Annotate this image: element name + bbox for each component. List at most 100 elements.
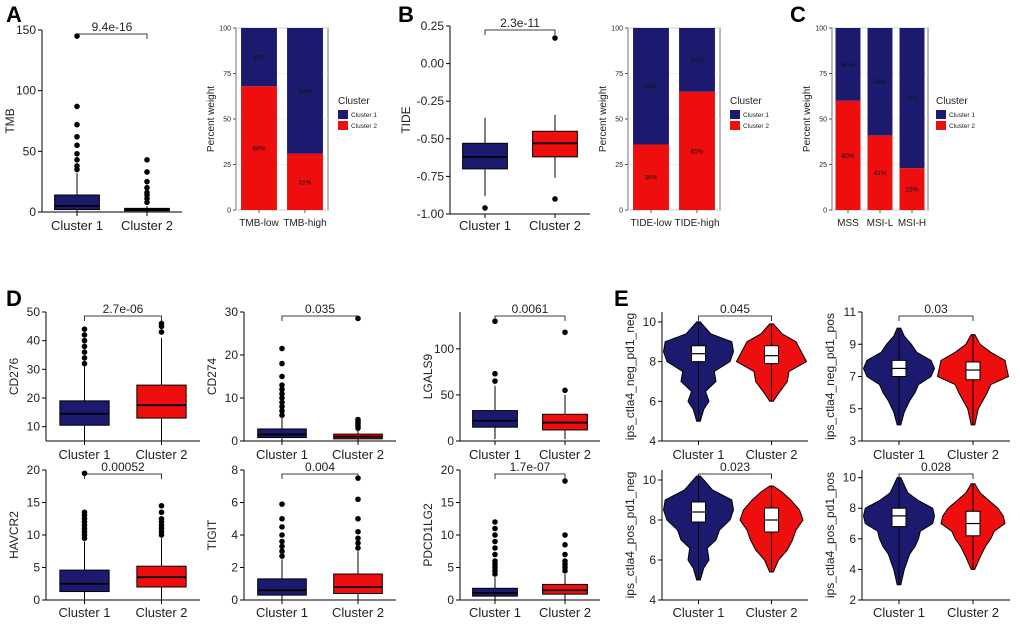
B_stack-data-label-cluster1: 35% xyxy=(690,57,703,64)
A_stack-ylabel: Percent weight xyxy=(206,86,217,152)
D_tigit-outlier-point xyxy=(279,501,285,507)
E_neg_neg-ytick-label: 6 xyxy=(649,394,656,408)
B_stack-ylabel: Percent weight xyxy=(598,86,609,152)
D_pdcd1lg2-pvalue-bracket xyxy=(494,473,566,479)
B_stack-legend-swatch-2 xyxy=(730,121,740,130)
D_pdcd1lg2-outlier-point xyxy=(562,541,568,548)
D_tigit-ytick-label: 8 xyxy=(231,463,238,477)
D_tigit-outlier-point xyxy=(279,548,285,555)
A_box-outlier-point xyxy=(144,184,150,191)
E_neg_pos-ytick-label: 11 xyxy=(844,305,857,319)
D_havcr2-xtick-label: Cluster 2 xyxy=(135,605,187,620)
A_stack-legend-swatch-1 xyxy=(338,110,348,119)
B_box-ytick-label: 0.25 xyxy=(421,19,445,33)
B_stack-legend-label-2: Cluster 2 xyxy=(743,123,769,130)
A_stack-data-label-cluster2: 68% xyxy=(252,146,265,153)
D_cd276-ytick-label: 30 xyxy=(27,362,41,376)
D_pdcd1lg2-ylabel: PDCD1LG2 xyxy=(421,503,435,567)
D_havcr2-pvalue-bracket xyxy=(84,473,162,479)
C_stack-legend-label-2: Cluster 2 xyxy=(949,123,975,130)
D_havcr2-outlier-point xyxy=(81,509,88,516)
B_stack-ytick-label: 75 xyxy=(615,71,623,78)
D_cd274-outlier-point xyxy=(279,390,285,397)
A_box-ytick-label: 100 xyxy=(16,84,36,98)
E_neg_pos-ytick-label: 7 xyxy=(849,370,856,384)
A_stack-bar-cluster1 xyxy=(287,28,323,154)
D_havcr2-ytick-label: 15 xyxy=(27,496,41,510)
D_pdcd1lg2-ytick-label: 10 xyxy=(441,528,455,542)
A_box-outlier-point xyxy=(144,178,150,185)
D_pdcd1lg2-outlier-point xyxy=(492,532,498,538)
D_pdcd1lg2-outlier-point xyxy=(492,519,498,525)
A_box-outlier-point xyxy=(144,189,150,196)
B_stack-ytick-label: 25 xyxy=(615,162,623,169)
A_stack-ytick-label: 0 xyxy=(227,208,231,215)
D_pdcd1lg2-ytick-label: 15 xyxy=(441,496,455,510)
E_pos_neg-xtick-label: Cluster 2 xyxy=(745,605,797,620)
B_stack-xtick-label: TIDE-high xyxy=(674,218,719,229)
D_pdcd1lg2-ytick-label: 5 xyxy=(447,561,454,575)
D_cd276-outlier-point xyxy=(81,349,88,355)
D_havcr2-outlier-point xyxy=(158,515,165,522)
D_pdcd1lg2-outlier-point xyxy=(492,558,498,564)
D_lgals9-pvalue: 0.0061 xyxy=(512,302,549,316)
A_stack-legend-label-2: Cluster 2 xyxy=(351,123,377,130)
A_stack-data-label-cluster2: 31% xyxy=(298,179,311,186)
A_stack-legend-swatch-2 xyxy=(338,121,348,130)
C_stack-xtick-label: MSI-L xyxy=(867,218,894,229)
B_box-xtick-label: Cluster 2 xyxy=(529,218,581,233)
A_stack-bar-cluster2 xyxy=(241,86,277,210)
A_box-ytick-label: 150 xyxy=(16,23,36,37)
D_tigit-xtick-label: Cluster 1 xyxy=(256,605,308,620)
D_cd274-ytick-label: 10 xyxy=(225,391,239,405)
D_cd274-outlier-point xyxy=(279,386,285,393)
C_stack-ytick-label: 50 xyxy=(819,117,827,124)
A_box-outlier-point xyxy=(144,169,150,175)
A_stack-ytick-label: 75 xyxy=(223,71,231,78)
C_stack-xtick-label: MSS xyxy=(837,218,859,229)
D_pdcd1lg2-outlier-point xyxy=(562,532,568,538)
A_box-xtick-label: Cluster 2 xyxy=(121,218,173,233)
C_stack-bar-cluster2 xyxy=(867,135,893,210)
D_cd276-xtick-label: Cluster 1 xyxy=(58,447,110,462)
D_tigit-outlier-point xyxy=(355,515,361,522)
D_tigit-outlier-point xyxy=(355,545,361,551)
D_cd274-outlier-point xyxy=(355,416,361,423)
B_box-ytick-label: -0.25 xyxy=(417,94,445,108)
A_box-outlier-point xyxy=(74,103,80,110)
D_cd276-pvalue: 2.7e-06 xyxy=(103,302,144,316)
A_stack-legend-label-1: Cluster 1 xyxy=(351,112,377,119)
E_pos_pos-inner-box-1 xyxy=(891,507,907,528)
D_havcr2-outlier-point xyxy=(81,470,88,477)
D_tigit-ytick-label: 0 xyxy=(231,593,238,607)
A_stack-bar-cluster1 xyxy=(241,28,277,87)
D_cd276-ytick-label: 10 xyxy=(27,420,41,434)
D_pdcd1lg2-outlier-point xyxy=(492,545,498,551)
D_tigit-ytick-label: 2 xyxy=(231,561,238,575)
D_lgals9-outlier-point xyxy=(492,318,498,325)
D_havcr2-ytick-label: 0 xyxy=(33,593,40,607)
D_tigit-outlier-point xyxy=(355,540,361,546)
E_neg_neg-pvalue-bracket xyxy=(698,315,772,321)
D_pdcd1lg2-outlier-point xyxy=(562,558,568,564)
panel-letter-e: E xyxy=(614,286,629,311)
E_neg_neg-ytick-label: 10 xyxy=(643,315,657,329)
B_stack-bar-cluster2 xyxy=(633,144,669,210)
E_neg_pos-xtick-label: Cluster 1 xyxy=(873,447,925,462)
E_neg_pos-ylabel: ips_ctla4_neg_pd1_pos xyxy=(823,313,837,440)
E_neg_neg-ytick-label: 4 xyxy=(649,434,656,448)
D_cd276-outlier-point xyxy=(158,329,165,335)
E_pos_pos-ytick-label: 2 xyxy=(849,593,856,607)
E_neg_pos-ytick-label: 9 xyxy=(849,337,856,351)
E_neg_neg-ylabel: ips_ctla4_neg_pd1_neg xyxy=(623,313,637,440)
D_lgals9-outlier-point xyxy=(492,378,498,384)
D_cd274-outlier-point xyxy=(279,382,285,388)
D_pdcd1lg2-outlier-point xyxy=(562,551,568,558)
D_pdcd1lg2-outlier-point xyxy=(492,525,498,532)
C_stack-xtick-label: MSI-H xyxy=(898,218,926,229)
D_tigit-pvalue-bracket xyxy=(281,473,359,479)
D_cd276-pvalue-bracket xyxy=(84,315,162,321)
E_pos_pos-ylabel: ips_ctla4_pos_pd1_pos xyxy=(823,472,837,598)
A_box-outlier-point xyxy=(74,150,80,157)
